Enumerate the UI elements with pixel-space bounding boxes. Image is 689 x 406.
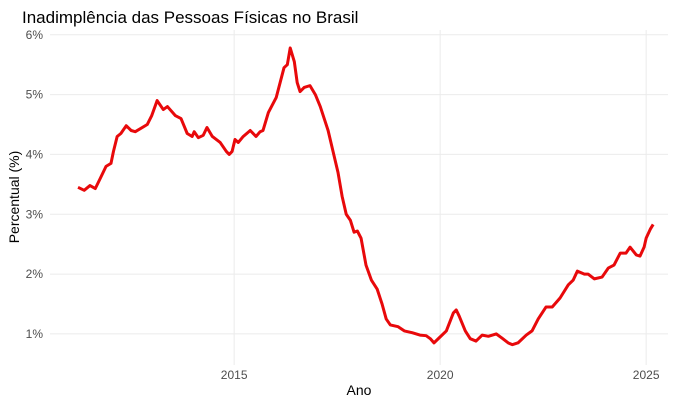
chart-title: Inadimplência das Pessoas Físicas no Bra… [22,8,358,27]
y-tick-label: 5% [26,88,44,102]
y-tick-label: 2% [26,267,44,281]
y-tick-label: 4% [26,147,44,161]
x-axis-title: Ano [347,382,372,398]
y-tick-label: 3% [26,207,44,221]
x-tick-label: 2020 [427,368,454,382]
y-tick-label: 1% [26,327,44,341]
y-tick-label: 6% [26,28,44,42]
x-tick-label: 2015 [221,368,248,382]
data-line [77,46,655,347]
x-tick-label: 2025 [633,368,660,382]
y-axis-title: Percentual (%) [6,151,22,244]
